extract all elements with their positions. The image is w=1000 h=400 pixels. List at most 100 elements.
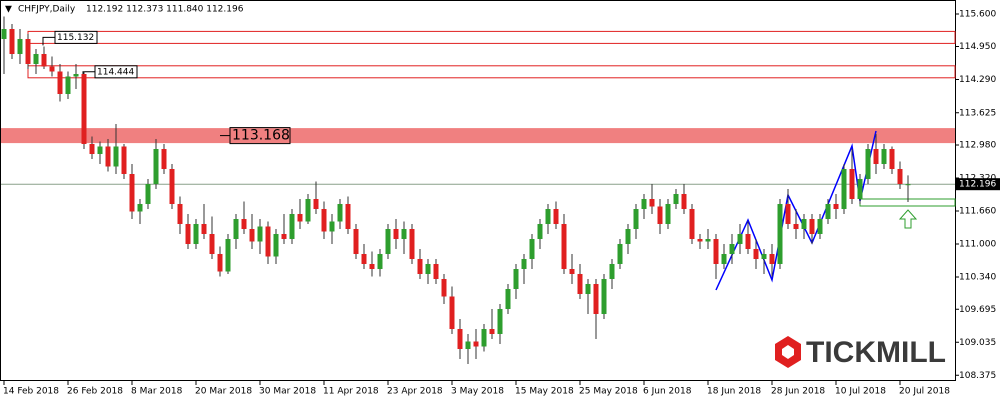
- candle-body: [401, 229, 407, 239]
- x-tick-label: 26 Feb 2018: [67, 387, 123, 397]
- candle-body: [449, 296, 455, 329]
- candle-body: [857, 179, 863, 199]
- candle-body: [369, 264, 375, 269]
- x-tick-label: 30 Mar 2018: [259, 387, 316, 397]
- ohlc-text: 112.192 112.373 111.840 112.196: [86, 5, 244, 15]
- candle-body: [337, 204, 343, 222]
- x-tick-label: 25 May 2018: [579, 387, 638, 397]
- candle-body: [505, 289, 511, 309]
- candle-body: [481, 329, 487, 347]
- x-tick-label: 18 Jun 2018: [707, 387, 761, 397]
- candle-body: [33, 54, 39, 64]
- candle-body: [281, 234, 287, 239]
- current-price-box: [956, 178, 1000, 191]
- candle-body: [137, 204, 143, 212]
- candle-body: [89, 144, 95, 154]
- candle-body: [881, 149, 887, 164]
- y-tick-label: 112.980: [959, 141, 996, 151]
- candle-body: [897, 169, 903, 184]
- candle-body: [633, 209, 639, 229]
- candle-body: [433, 264, 439, 279]
- candle-body: [185, 224, 191, 244]
- candle-body: [521, 259, 527, 269]
- candle-body: [393, 229, 399, 239]
- candle-body: [233, 219, 239, 239]
- candle-body: [41, 54, 47, 67]
- candle-body: [553, 209, 559, 224]
- candle-body: [905, 184, 911, 186]
- candle-body: [9, 29, 15, 54]
- y-tick-label: 114.950: [959, 42, 996, 52]
- candle-body: [657, 206, 663, 224]
- level-zone: [1, 128, 955, 144]
- candle-body: [769, 254, 775, 264]
- x-tick-label: 6 Jun 2018: [643, 387, 692, 397]
- candle-body: [817, 219, 823, 234]
- candle-body: [729, 244, 735, 254]
- candle-body: [761, 254, 767, 259]
- candle-body: [705, 239, 711, 242]
- candle-body: [361, 254, 367, 264]
- candle-body: [577, 274, 583, 294]
- candle-body: [489, 329, 495, 334]
- candle-body: [601, 279, 607, 314]
- candle-body: [457, 329, 463, 349]
- level-label-box: [54, 30, 98, 44]
- candle-body: [305, 199, 311, 222]
- chart-title: CHFJPY,Daily: [18, 5, 76, 15]
- y-tick-label: 111.660: [959, 207, 996, 217]
- candle-body: [465, 341, 471, 349]
- candle-body: [113, 146, 119, 167]
- candle-body: [385, 229, 391, 254]
- candle-body: [81, 74, 87, 144]
- candle-body: [785, 204, 791, 224]
- candle-body: [17, 39, 23, 54]
- y-tick-label: 111.000: [959, 240, 996, 250]
- level-label-box: [94, 65, 138, 79]
- candle-body: [265, 226, 271, 257]
- candle-body: [353, 229, 359, 254]
- candle-body: [329, 221, 335, 232]
- candle-body: [889, 149, 895, 169]
- candle-body: [753, 249, 759, 259]
- candle-body: [721, 254, 727, 264]
- candle-body: [313, 199, 319, 209]
- y-tick-label: 108.375: [959, 371, 996, 381]
- x-tick-label: 14 Feb 2018: [3, 387, 59, 397]
- candle-body: [297, 214, 303, 222]
- candle-body: [689, 209, 695, 239]
- candle-body: [841, 169, 847, 209]
- y-tick-label: 114.290: [959, 75, 996, 85]
- y-tick-label: 109.035: [959, 338, 996, 348]
- candle-body: [193, 224, 199, 244]
- candle-body: [217, 254, 223, 272]
- candle-body: [57, 71, 63, 94]
- candle-body: [497, 309, 503, 334]
- logo-text: TICKMILL: [806, 336, 946, 369]
- candle-body: [377, 254, 383, 269]
- candle-body: [809, 219, 815, 234]
- level-label-box: [229, 127, 291, 145]
- candle-body: [617, 244, 623, 264]
- y-tick-label: 113.625: [959, 108, 996, 118]
- candle-body: [537, 224, 543, 239]
- candle-body: [665, 204, 671, 224]
- candle-body: [641, 199, 647, 209]
- candle-body: [697, 239, 703, 242]
- candle-body: [249, 229, 255, 242]
- candle-body: [833, 204, 839, 209]
- candle-body: [473, 341, 479, 347]
- candle-body: [513, 269, 519, 289]
- candle-body: [793, 224, 799, 229]
- candle-body: [409, 229, 415, 259]
- candle-body: [161, 149, 167, 169]
- candle-body: [545, 209, 551, 224]
- candle-body: [593, 284, 599, 314]
- collapse-icon[interactable]: ▼: [5, 5, 12, 15]
- candle-body: [97, 146, 103, 154]
- candle-body: [73, 74, 79, 77]
- candle-body: [529, 239, 535, 259]
- candle-body: [865, 149, 871, 179]
- candle-body: [585, 284, 591, 294]
